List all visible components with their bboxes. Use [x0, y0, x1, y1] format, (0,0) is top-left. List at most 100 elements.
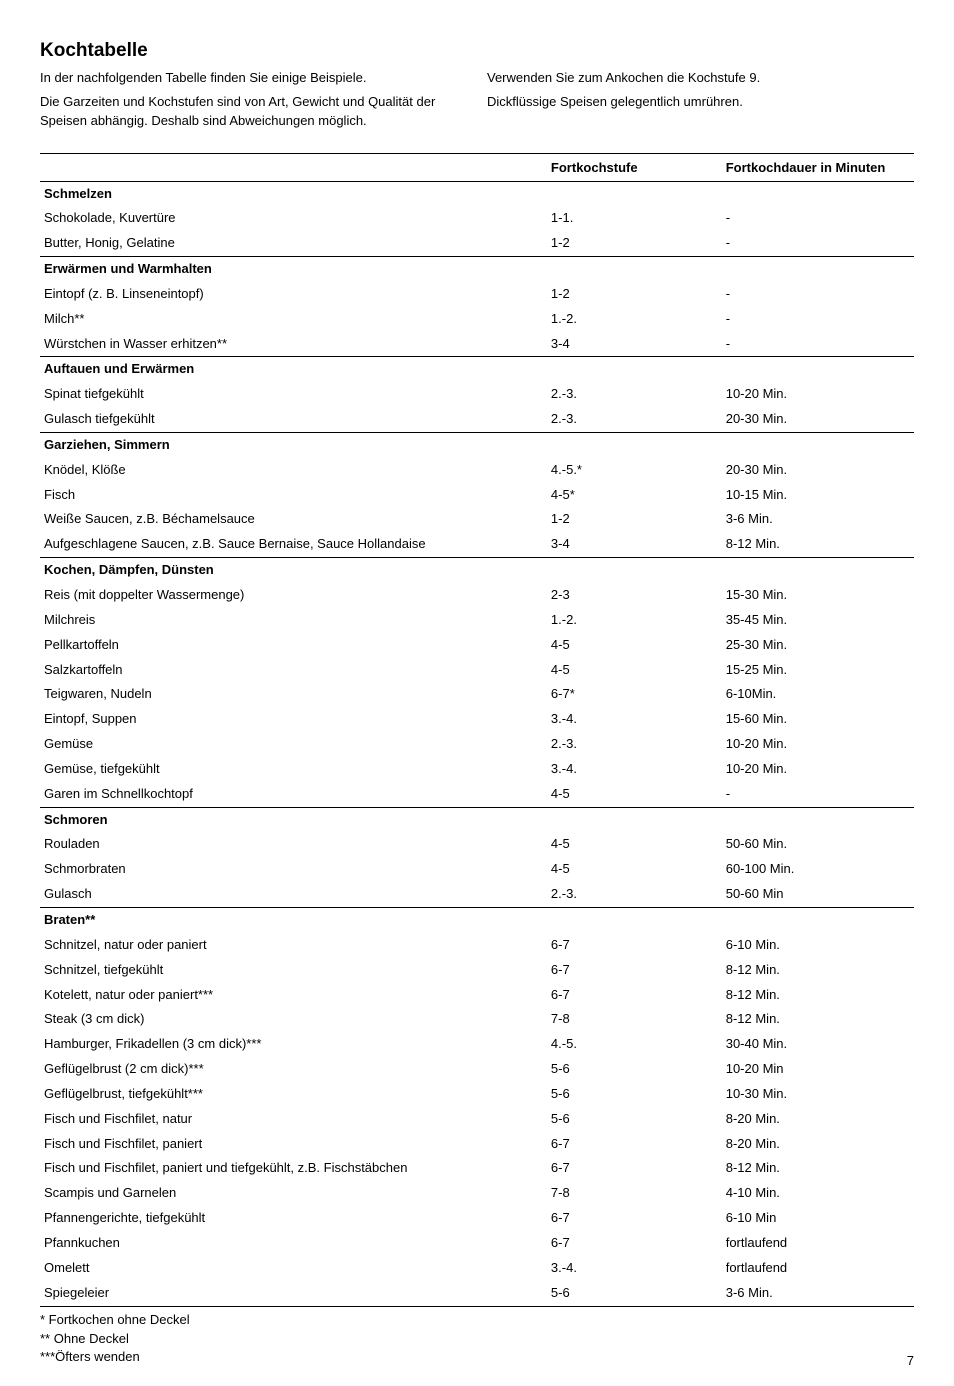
table-row: Reis (mit doppelter Wassermenge)2-315-30… [40, 583, 914, 608]
cell-level: 1.-2. [547, 608, 722, 633]
column-header-item [40, 153, 547, 181]
cooking-table: Fortkochstufe Fortkochdauer in Minuten S… [40, 153, 914, 1308]
section-heading-cell: Erwärmen und Warmhalten [40, 257, 914, 282]
cell-item: Eintopf (z. B. Linseneintopf) [40, 282, 547, 307]
cell-duration: 10-20 Min. [722, 757, 914, 782]
cell-item: Milch** [40, 307, 547, 332]
cell-duration: - [722, 206, 914, 231]
footnote: ***Öfters wenden [40, 1348, 914, 1366]
cell-level: 6-7 [547, 933, 722, 958]
table-section-heading: Braten** [40, 907, 914, 932]
cell-level: 6-7 [547, 958, 722, 983]
table-section-heading: Garziehen, Simmern [40, 432, 914, 457]
table-row: Geflügelbrust, tiefgekühlt***5-610-30 Mi… [40, 1082, 914, 1107]
cell-level: 5-6 [547, 1057, 722, 1082]
table-section-heading: Erwärmen und Warmhalten [40, 257, 914, 282]
cell-duration: 15-25 Min. [722, 658, 914, 683]
cell-level: 5-6 [547, 1107, 722, 1132]
cell-duration: 6-10Min. [722, 682, 914, 707]
table-section-heading: Schmoren [40, 807, 914, 832]
cell-duration: 35-45 Min. [722, 608, 914, 633]
intro-paragraph: Verwenden Sie zum Ankochen die Kochstufe… [487, 68, 914, 88]
cell-duration: 50-60 Min. [722, 832, 914, 857]
table-row: Knödel, Klöße4.-5.*20-30 Min. [40, 458, 914, 483]
table-row: Milch**1.-2.- [40, 307, 914, 332]
cell-item: Würstchen in Wasser erhitzen** [40, 332, 547, 357]
cell-level: 1.-2. [547, 307, 722, 332]
cell-item: Gulasch [40, 882, 547, 907]
cell-duration: fortlaufend [722, 1256, 914, 1281]
table-row: Kotelett, natur oder paniert***6-78-12 M… [40, 983, 914, 1008]
cell-item: Geflügelbrust, tiefgekühlt*** [40, 1082, 547, 1107]
intro-left-column: In der nachfolgenden Tabelle finden Sie … [40, 68, 467, 135]
footnote: * Fortkochen ohne Deckel [40, 1311, 914, 1329]
cell-item: Knödel, Klöße [40, 458, 547, 483]
cell-item: Schnitzel, tiefgekühlt [40, 958, 547, 983]
cell-level: 4-5 [547, 633, 722, 658]
cell-duration: 6-10 Min. [722, 933, 914, 958]
cell-duration: 8-12 Min. [722, 983, 914, 1008]
cell-duration: 8-20 Min. [722, 1107, 914, 1132]
table-row: Pfannkuchen6-7fortlaufend [40, 1231, 914, 1256]
cell-item: Scampis und Garnelen [40, 1181, 547, 1206]
cell-duration: 30-40 Min. [722, 1032, 914, 1057]
cell-duration: 8-12 Min. [722, 532, 914, 557]
cell-duration: 4-10 Min. [722, 1181, 914, 1206]
cell-duration: 6-10 Min [722, 1206, 914, 1231]
cell-level: 1-2 [547, 507, 722, 532]
cell-duration: 10-20 Min [722, 1057, 914, 1082]
cell-item: Hamburger, Frikadellen (3 cm dick)*** [40, 1032, 547, 1057]
cell-level: 6-7 [547, 1156, 722, 1181]
section-heading-cell: Garziehen, Simmern [40, 432, 914, 457]
cell-duration: - [722, 332, 914, 357]
cell-duration: 60-100 Min. [722, 857, 914, 882]
cell-item: Gulasch tiefgekühlt [40, 407, 547, 432]
cell-level: 7-8 [547, 1007, 722, 1032]
table-row: Spinat tiefgekühlt2.-3.10-20 Min. [40, 382, 914, 407]
cell-level: 2.-3. [547, 732, 722, 757]
table-row: Fisch und Fischfilet, natur5-68-20 Min. [40, 1107, 914, 1132]
cell-duration: fortlaufend [722, 1231, 914, 1256]
table-row: Garen im Schnellkochtopf4-5- [40, 782, 914, 807]
table-row: Eintopf, Suppen3.-4.15-60 Min. [40, 707, 914, 732]
cell-level: 1-1. [547, 206, 722, 231]
cell-level: 5-6 [547, 1082, 722, 1107]
table-body: SchmelzenSchokolade, Kuvertüre1-1.-Butte… [40, 181, 914, 1307]
cell-item: Reis (mit doppelter Wassermenge) [40, 583, 547, 608]
cell-item: Gemüse, tiefgekühlt [40, 757, 547, 782]
cell-level: 2.-3. [547, 407, 722, 432]
cell-level: 3.-4. [547, 707, 722, 732]
cell-item: Butter, Honig, Gelatine [40, 231, 547, 256]
table-row: Milchreis1.-2.35-45 Min. [40, 608, 914, 633]
table-row: Gemüse2.-3.10-20 Min. [40, 732, 914, 757]
table-row: Butter, Honig, Gelatine1-2- [40, 231, 914, 256]
cell-item: Salzkartoffeln [40, 658, 547, 683]
table-row: Pfannengerichte, tiefgekühlt6-76-10 Min [40, 1206, 914, 1231]
cell-level: 5-6 [547, 1281, 722, 1307]
column-header-duration: Fortkochdauer in Minuten [722, 153, 914, 181]
cell-item: Geflügelbrust (2 cm dick)*** [40, 1057, 547, 1082]
cell-duration: 25-30 Min. [722, 633, 914, 658]
cell-duration: 20-30 Min. [722, 407, 914, 432]
table-row: Schmorbraten4-560-100 Min. [40, 857, 914, 882]
table-row: Omelett3.-4.fortlaufend [40, 1256, 914, 1281]
cell-duration: 8-20 Min. [722, 1132, 914, 1157]
table-row: Fisch und Fischfilet, paniert6-78-20 Min… [40, 1132, 914, 1157]
cell-item: Fisch und Fischfilet, paniert und tiefge… [40, 1156, 547, 1181]
table-row: Pellkartoffeln4-525-30 Min. [40, 633, 914, 658]
cell-item: Weiße Saucen, z.B. Béchamelsauce [40, 507, 547, 532]
cell-item: Garen im Schnellkochtopf [40, 782, 547, 807]
cell-item: Eintopf, Suppen [40, 707, 547, 732]
cell-duration: 15-60 Min. [722, 707, 914, 732]
table-row: Aufgeschlagene Saucen, z.B. Sauce Bernai… [40, 532, 914, 557]
intro-paragraph: In der nachfolgenden Tabelle finden Sie … [40, 68, 467, 88]
cell-level: 4-5 [547, 782, 722, 807]
cell-duration: - [722, 782, 914, 807]
table-row: Rouladen4-550-60 Min. [40, 832, 914, 857]
cell-item: Omelett [40, 1256, 547, 1281]
table-section-heading: Auftauen und Erwärmen [40, 357, 914, 382]
table-row: Fisch und Fischfilet, paniert und tiefge… [40, 1156, 914, 1181]
cell-item: Steak (3 cm dick) [40, 1007, 547, 1032]
cell-item: Spinat tiefgekühlt [40, 382, 547, 407]
section-heading-cell: Braten** [40, 907, 914, 932]
